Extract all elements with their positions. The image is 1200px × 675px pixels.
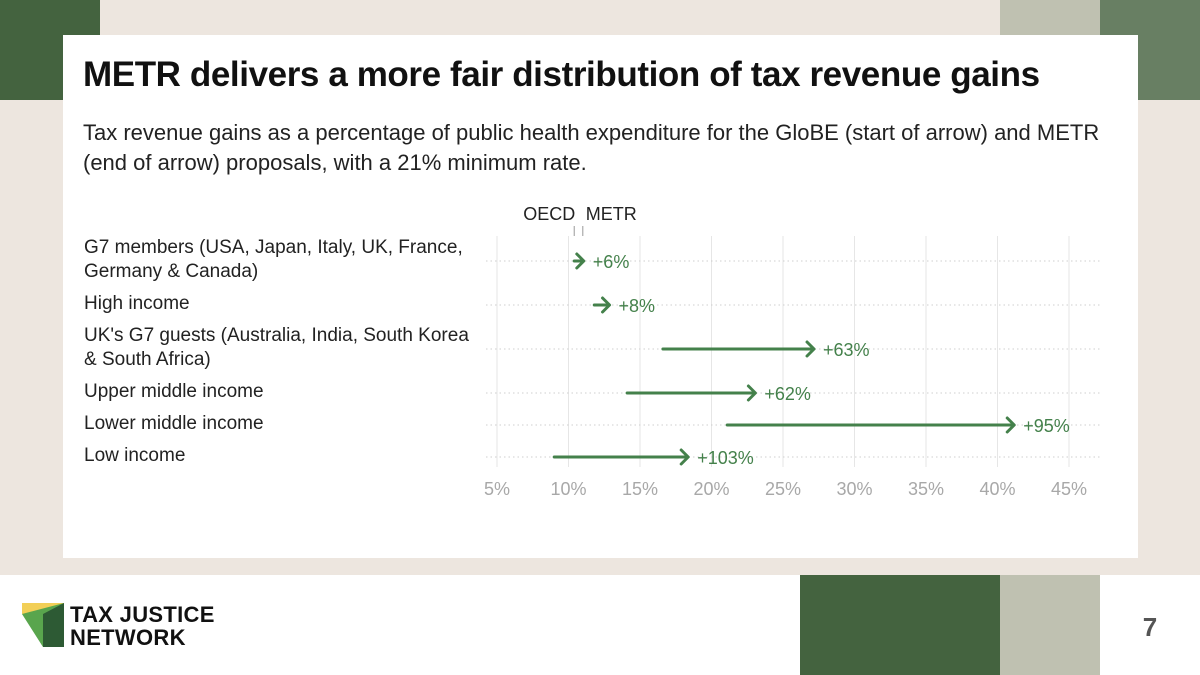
change-label: +8% xyxy=(619,296,656,316)
footer-block-dark xyxy=(800,575,1000,675)
change-label: +6% xyxy=(593,252,630,272)
x-tick-label: 15% xyxy=(622,479,658,499)
change-label: +63% xyxy=(823,340,870,360)
legend-start-label: OECD xyxy=(523,204,575,224)
slide-title: METR delivers a more fair distribution o… xyxy=(83,55,1040,94)
row-label-lower-middle: Lower middle income xyxy=(84,413,264,434)
x-tick-label: 35% xyxy=(908,479,944,499)
logo-mark-icon xyxy=(22,603,64,647)
change-label: +62% xyxy=(764,384,811,404)
logo-line-1: TAX JUSTICE xyxy=(70,602,215,627)
arrow-head xyxy=(805,340,816,358)
change-label: +103% xyxy=(697,448,754,468)
page-number: 7 xyxy=(1142,612,1158,642)
arrow-head xyxy=(679,448,690,466)
x-tick-label: 40% xyxy=(979,479,1015,499)
row-label-g7: G7 members (USA, Japan, Italy, UK, Franc… xyxy=(84,237,463,282)
logo-line-2: NETWORK xyxy=(70,625,186,650)
row-label-low-income: Low income xyxy=(84,445,186,466)
x-tick-label: 30% xyxy=(836,479,872,499)
row-label-upper-middle: Upper middle income xyxy=(84,381,264,402)
row-label-high-income: High income xyxy=(84,293,190,314)
x-tick-label: 5% xyxy=(484,479,510,499)
arrow-head xyxy=(746,384,757,402)
slide-subtitle: Tax revenue gains as a percentage of pub… xyxy=(83,120,1100,175)
arrow-head xyxy=(575,252,586,270)
x-tick-label: 25% xyxy=(765,479,801,499)
legend-end-label: METR xyxy=(586,204,637,224)
slide-card xyxy=(63,35,1138,558)
tax-justice-network-logo: TAX JUSTICE NETWORK xyxy=(22,603,232,651)
footer-block-gray xyxy=(1000,575,1100,675)
change-label: +95% xyxy=(1023,416,1070,436)
x-tick-label: 20% xyxy=(693,479,729,499)
arrow-head xyxy=(1005,416,1016,434)
x-tick-label: 45% xyxy=(1051,479,1087,499)
row-label-g7-guests: UK's G7 guests (Australia, India, South … xyxy=(84,325,469,370)
x-tick-label: 10% xyxy=(550,479,586,499)
logo-text: TAX JUSTICE NETWORK xyxy=(70,603,215,649)
arrow-head xyxy=(601,296,612,314)
